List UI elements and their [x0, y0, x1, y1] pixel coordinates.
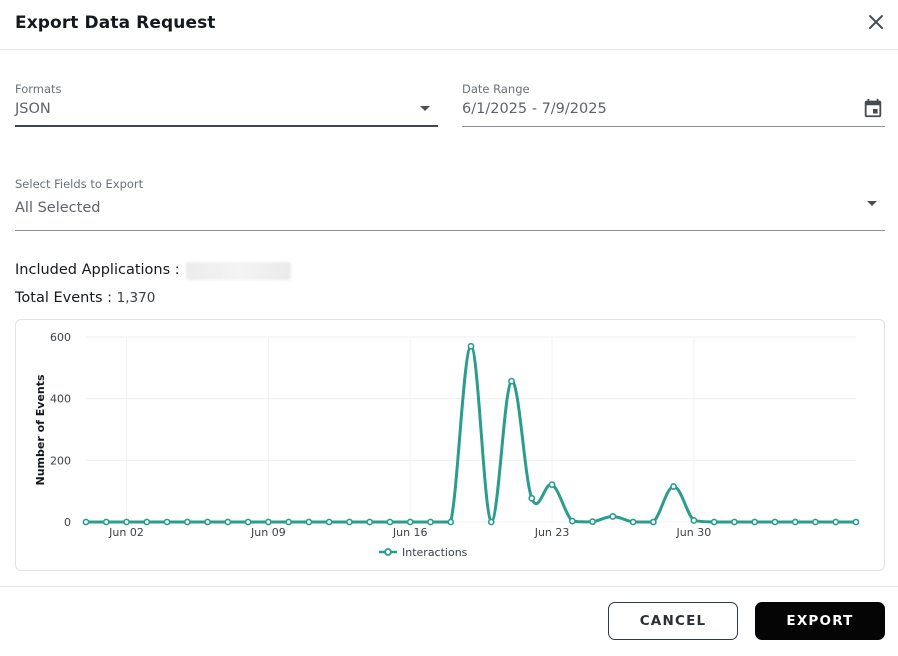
data-point — [285, 518, 293, 526]
data-point — [305, 518, 313, 526]
formats-underline — [15, 125, 438, 127]
data-point — [346, 518, 353, 526]
data-point — [102, 518, 110, 526]
legend-marker — [384, 548, 392, 556]
y-tick-label: 600 — [50, 331, 71, 344]
data-point — [548, 481, 556, 489]
data-point — [143, 518, 151, 526]
included-applications-label: Included Applications : — [15, 262, 180, 278]
y-tick-label: 0 — [64, 516, 71, 529]
data-point — [568, 517, 576, 525]
chevron-down-icon[interactable] — [867, 201, 877, 206]
data-point — [264, 518, 272, 526]
chevron-down-icon[interactable] — [420, 106, 430, 111]
dialog-title: Export Data Request — [15, 13, 216, 33]
data-point — [325, 518, 333, 526]
data-point — [406, 518, 414, 526]
x-tick-label: Jun 30 — [676, 526, 712, 539]
data-point — [690, 517, 698, 524]
date-range-underline — [462, 126, 885, 127]
data-point — [589, 518, 596, 526]
data-point — [183, 518, 191, 526]
data-point — [649, 518, 657, 526]
x-tick-label: Jun 09 — [250, 526, 286, 539]
included-applications: Included Applications : — [15, 262, 180, 278]
data-point — [487, 518, 495, 526]
data-point — [427, 518, 434, 526]
total-events-value: 1,370 — [116, 290, 156, 306]
x-tick-label: Jun 23 — [534, 526, 570, 539]
data-point — [812, 518, 819, 526]
y-tick-label: 200 — [50, 454, 71, 467]
data-point — [123, 518, 130, 526]
events-chart-svg: 0 200 400 600 Jun 02 Jun 09 Jun 16 Jun 23 Jun 30… — [34, 331, 860, 559]
events-chart: 0 200 400 600 Jun 02 Jun 09 Jun 16 Jun 23 Jun 30… — [15, 319, 885, 571]
calendar-icon[interactable] — [862, 97, 884, 119]
fields-underline — [15, 230, 885, 231]
data-point — [771, 518, 779, 526]
data-point — [204, 518, 211, 526]
legend-label: Interactions — [402, 546, 468, 559]
data-point — [508, 377, 515, 385]
series-line-interactions — [85, 344, 856, 524]
data-point — [244, 518, 252, 526]
data-point — [366, 518, 374, 526]
fields-label: Select Fields to Export — [15, 177, 144, 191]
formats-label: Formats — [15, 82, 62, 96]
y-axis-label: Number of Events — [34, 374, 47, 485]
data-point — [731, 518, 738, 526]
data-point — [467, 342, 475, 350]
date-range-value: 6/1/2025 - 7/9/2025 — [462, 101, 607, 117]
total-events-label: Total Events : — [15, 290, 113, 306]
fields-value: All Selected — [15, 200, 101, 216]
date-range-label: Date Range — [462, 82, 530, 96]
cancel-button[interactable]: CANCEL — [608, 602, 738, 640]
x-tick-label: Jun 02 — [108, 526, 144, 539]
data-point — [386, 518, 394, 526]
data-point — [609, 513, 617, 520]
footer-divider — [0, 586, 898, 587]
redacted-applications-value — [186, 262, 291, 280]
export-button[interactable]: EXPORT — [755, 602, 885, 640]
y-tick-label: 400 — [50, 393, 71, 406]
data-point — [791, 518, 799, 526]
data-point — [832, 518, 840, 526]
data-point — [710, 518, 718, 526]
close-icon[interactable] — [864, 10, 888, 34]
data-point — [629, 518, 637, 526]
data-point — [224, 518, 232, 526]
data-point — [82, 518, 90, 526]
data-point — [163, 518, 171, 526]
dialog-header: Export Data Request — [0, 0, 898, 50]
data-point — [852, 518, 860, 526]
x-tick-label: Jun 16 — [392, 526, 428, 539]
data-point — [447, 518, 455, 526]
formats-value: JSON — [15, 101, 51, 117]
data-point — [670, 483, 678, 490]
data-point — [528, 494, 536, 502]
total-events: Total Events : 1,370 — [15, 290, 155, 306]
data-point — [751, 518, 759, 526]
